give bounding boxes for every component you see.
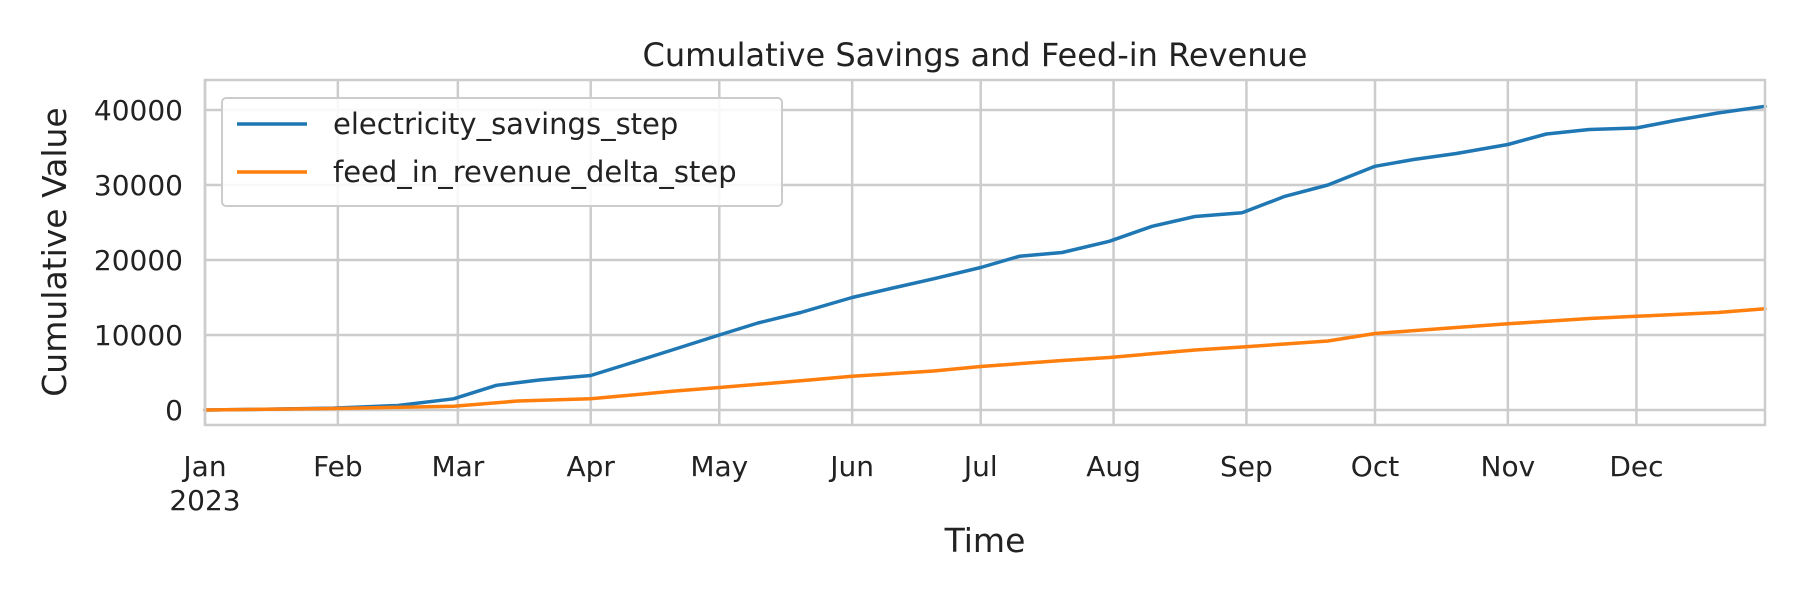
x-tick-label: Aug [1086, 450, 1141, 483]
y-tick-label: 20000 [94, 244, 183, 277]
x-tick-label: Jun [828, 450, 874, 483]
y-tick-label: 40000 [94, 94, 183, 127]
x-tick-label: Dec [1609, 450, 1663, 483]
legend-label-electricity-savings: electricity_savings_step [333, 107, 678, 141]
x-tick-label: Apr [566, 450, 615, 483]
chart-title: Cumulative Savings and Feed-in Revenue [643, 36, 1308, 74]
y-axis-ticks: 0 10000 20000 30000 40000 [94, 94, 183, 427]
y-tick-label: 0 [165, 394, 183, 427]
y-axis-label: Cumulative Value [35, 107, 74, 396]
y-tick-label: 30000 [94, 169, 183, 202]
series-line-feed-in-revenue [203, 307, 1767, 412]
x-tick-label: May [690, 450, 748, 483]
x-tick-label: Jan [181, 450, 226, 483]
x-tick-label: Mar [431, 450, 484, 483]
legend-label-feed-in-revenue: feed_in_revenue_delta_step [333, 155, 737, 189]
x-tick-label: Oct [1351, 450, 1399, 483]
x-tick-label: Feb [313, 450, 363, 483]
x-tick-label: Nov [1481, 450, 1536, 483]
x-axis-label: Time [944, 521, 1026, 560]
y-tick-label: 10000 [94, 319, 183, 352]
legend-box [221, 97, 783, 207]
series-lines [203, 104, 1767, 412]
x-tick-label: Jul [962, 450, 998, 483]
legend: electricity_savings_step feed_in_revenue… [221, 97, 783, 207]
plot-frame [203, 78, 1767, 427]
x-tick-label: Sep [1220, 450, 1273, 483]
x-tick-year-label: 2023 [169, 484, 240, 517]
series-line-electricity-savings [203, 104, 1767, 412]
